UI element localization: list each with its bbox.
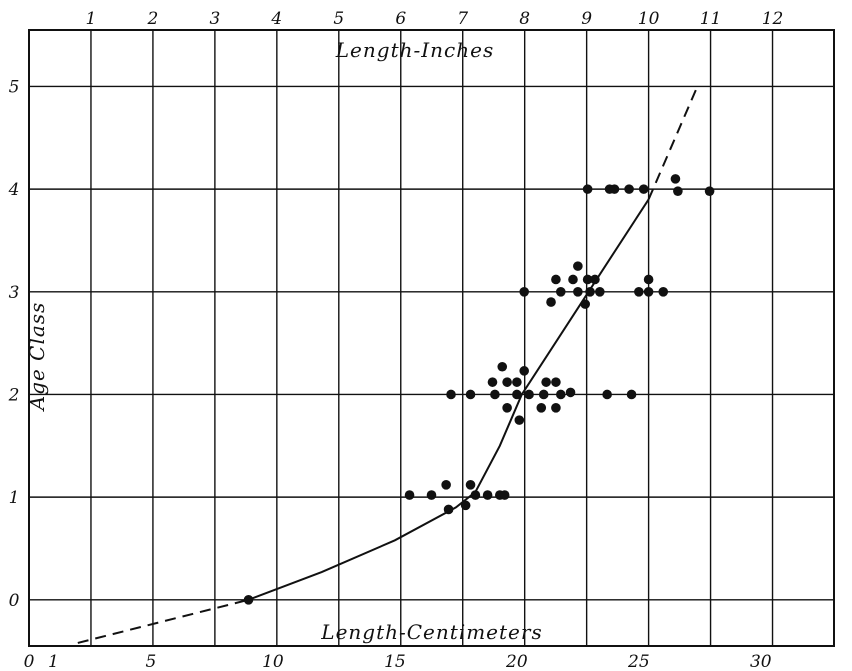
data-point	[512, 377, 522, 387]
data-point	[536, 403, 547, 413]
data-point	[243, 595, 254, 605]
data-point	[595, 287, 605, 297]
data-point	[465, 389, 476, 400]
data-point	[470, 490, 481, 500]
data-point	[565, 387, 576, 398]
data-point	[551, 377, 561, 387]
data-point	[426, 490, 437, 500]
data-point	[443, 504, 454, 515]
top-tick-label: 11	[700, 9, 722, 29]
data-point	[673, 186, 683, 196]
data-point	[582, 184, 593, 194]
data-point	[624, 184, 634, 194]
data-point	[670, 174, 681, 184]
extrapolated-dashed-line	[77, 598, 249, 644]
data-point	[573, 287, 583, 297]
data-point	[634, 287, 644, 297]
data-point	[643, 274, 654, 285]
bottom-tick-label: 1	[48, 652, 59, 671]
top-tick-label: 9	[581, 9, 592, 29]
data-point	[638, 184, 649, 194]
y-tick-label: 4	[8, 180, 20, 200]
bottom-tick-label: 20	[505, 652, 528, 671]
top-axis-title: Length-Inches	[335, 38, 494, 62]
top-tick-label: 7	[457, 9, 468, 29]
grid	[29, 30, 834, 646]
data-point	[524, 389, 534, 400]
y-tick-label: 1	[9, 488, 20, 508]
data-point	[609, 184, 620, 194]
bottom-tick-label: 30	[750, 652, 772, 671]
data-point	[490, 389, 500, 400]
data-points	[243, 174, 715, 605]
data-point	[546, 297, 556, 307]
data-point	[482, 490, 493, 500]
data-point	[538, 389, 549, 400]
bottom-tick-label: 10	[262, 652, 284, 671]
data-point	[502, 377, 512, 387]
extrapolated-dashed-line	[647, 86, 699, 200]
y-axis-title: Age Class	[25, 302, 49, 413]
data-point	[519, 366, 529, 376]
data-point	[541, 377, 551, 387]
data-point	[499, 490, 510, 500]
plot-frame	[28, 29, 835, 647]
bottom-tick-label: 5	[146, 652, 157, 671]
top-tick-label: 12	[762, 9, 784, 29]
data-point	[551, 274, 561, 285]
data-point	[497, 361, 508, 372]
data-point	[585, 287, 595, 297]
data-point	[551, 403, 561, 413]
data-point	[441, 480, 451, 490]
data-point	[502, 403, 512, 413]
y-tick-label: 0	[9, 591, 20, 611]
data-point	[568, 274, 578, 285]
data-point	[643, 287, 654, 297]
data-point	[487, 377, 498, 387]
growth-curve	[248, 198, 650, 601]
data-point	[704, 186, 715, 196]
bottom-tick-label: 15	[384, 652, 406, 671]
data-point	[573, 261, 583, 271]
data-point	[465, 480, 476, 490]
top-tick-label: 2	[147, 9, 159, 29]
data-point	[519, 287, 529, 297]
data-point	[602, 389, 612, 400]
data-point	[460, 500, 471, 511]
data-point	[590, 274, 600, 285]
top-tick-label: 4	[270, 9, 282, 29]
data-point	[555, 389, 566, 400]
growth-curve-layer	[77, 86, 699, 644]
y-tick-label: 3	[9, 283, 20, 303]
data-point	[555, 287, 566, 297]
data-point	[446, 389, 456, 400]
top-tick-label: 5	[333, 9, 344, 29]
bottom-axis-title: Length-Centimeters	[320, 620, 542, 644]
data-point	[582, 274, 593, 285]
y-tick-label: 2	[8, 385, 20, 405]
data-point	[580, 299, 590, 309]
data-point	[404, 490, 415, 500]
data-point	[512, 389, 522, 400]
top-tick-label: 6	[395, 9, 406, 29]
bottom-tick-label: 0	[24, 652, 35, 671]
top-tick-label: 10	[638, 9, 660, 29]
top-tick-label: 1	[86, 9, 97, 29]
top-tick-label: 8	[519, 9, 530, 29]
y-tick-label: 5	[9, 77, 20, 97]
top-tick-label: 3	[209, 9, 220, 29]
data-point	[626, 389, 637, 400]
data-point	[658, 287, 669, 297]
bottom-tick-label: 25	[627, 652, 650, 671]
data-point	[514, 415, 525, 425]
